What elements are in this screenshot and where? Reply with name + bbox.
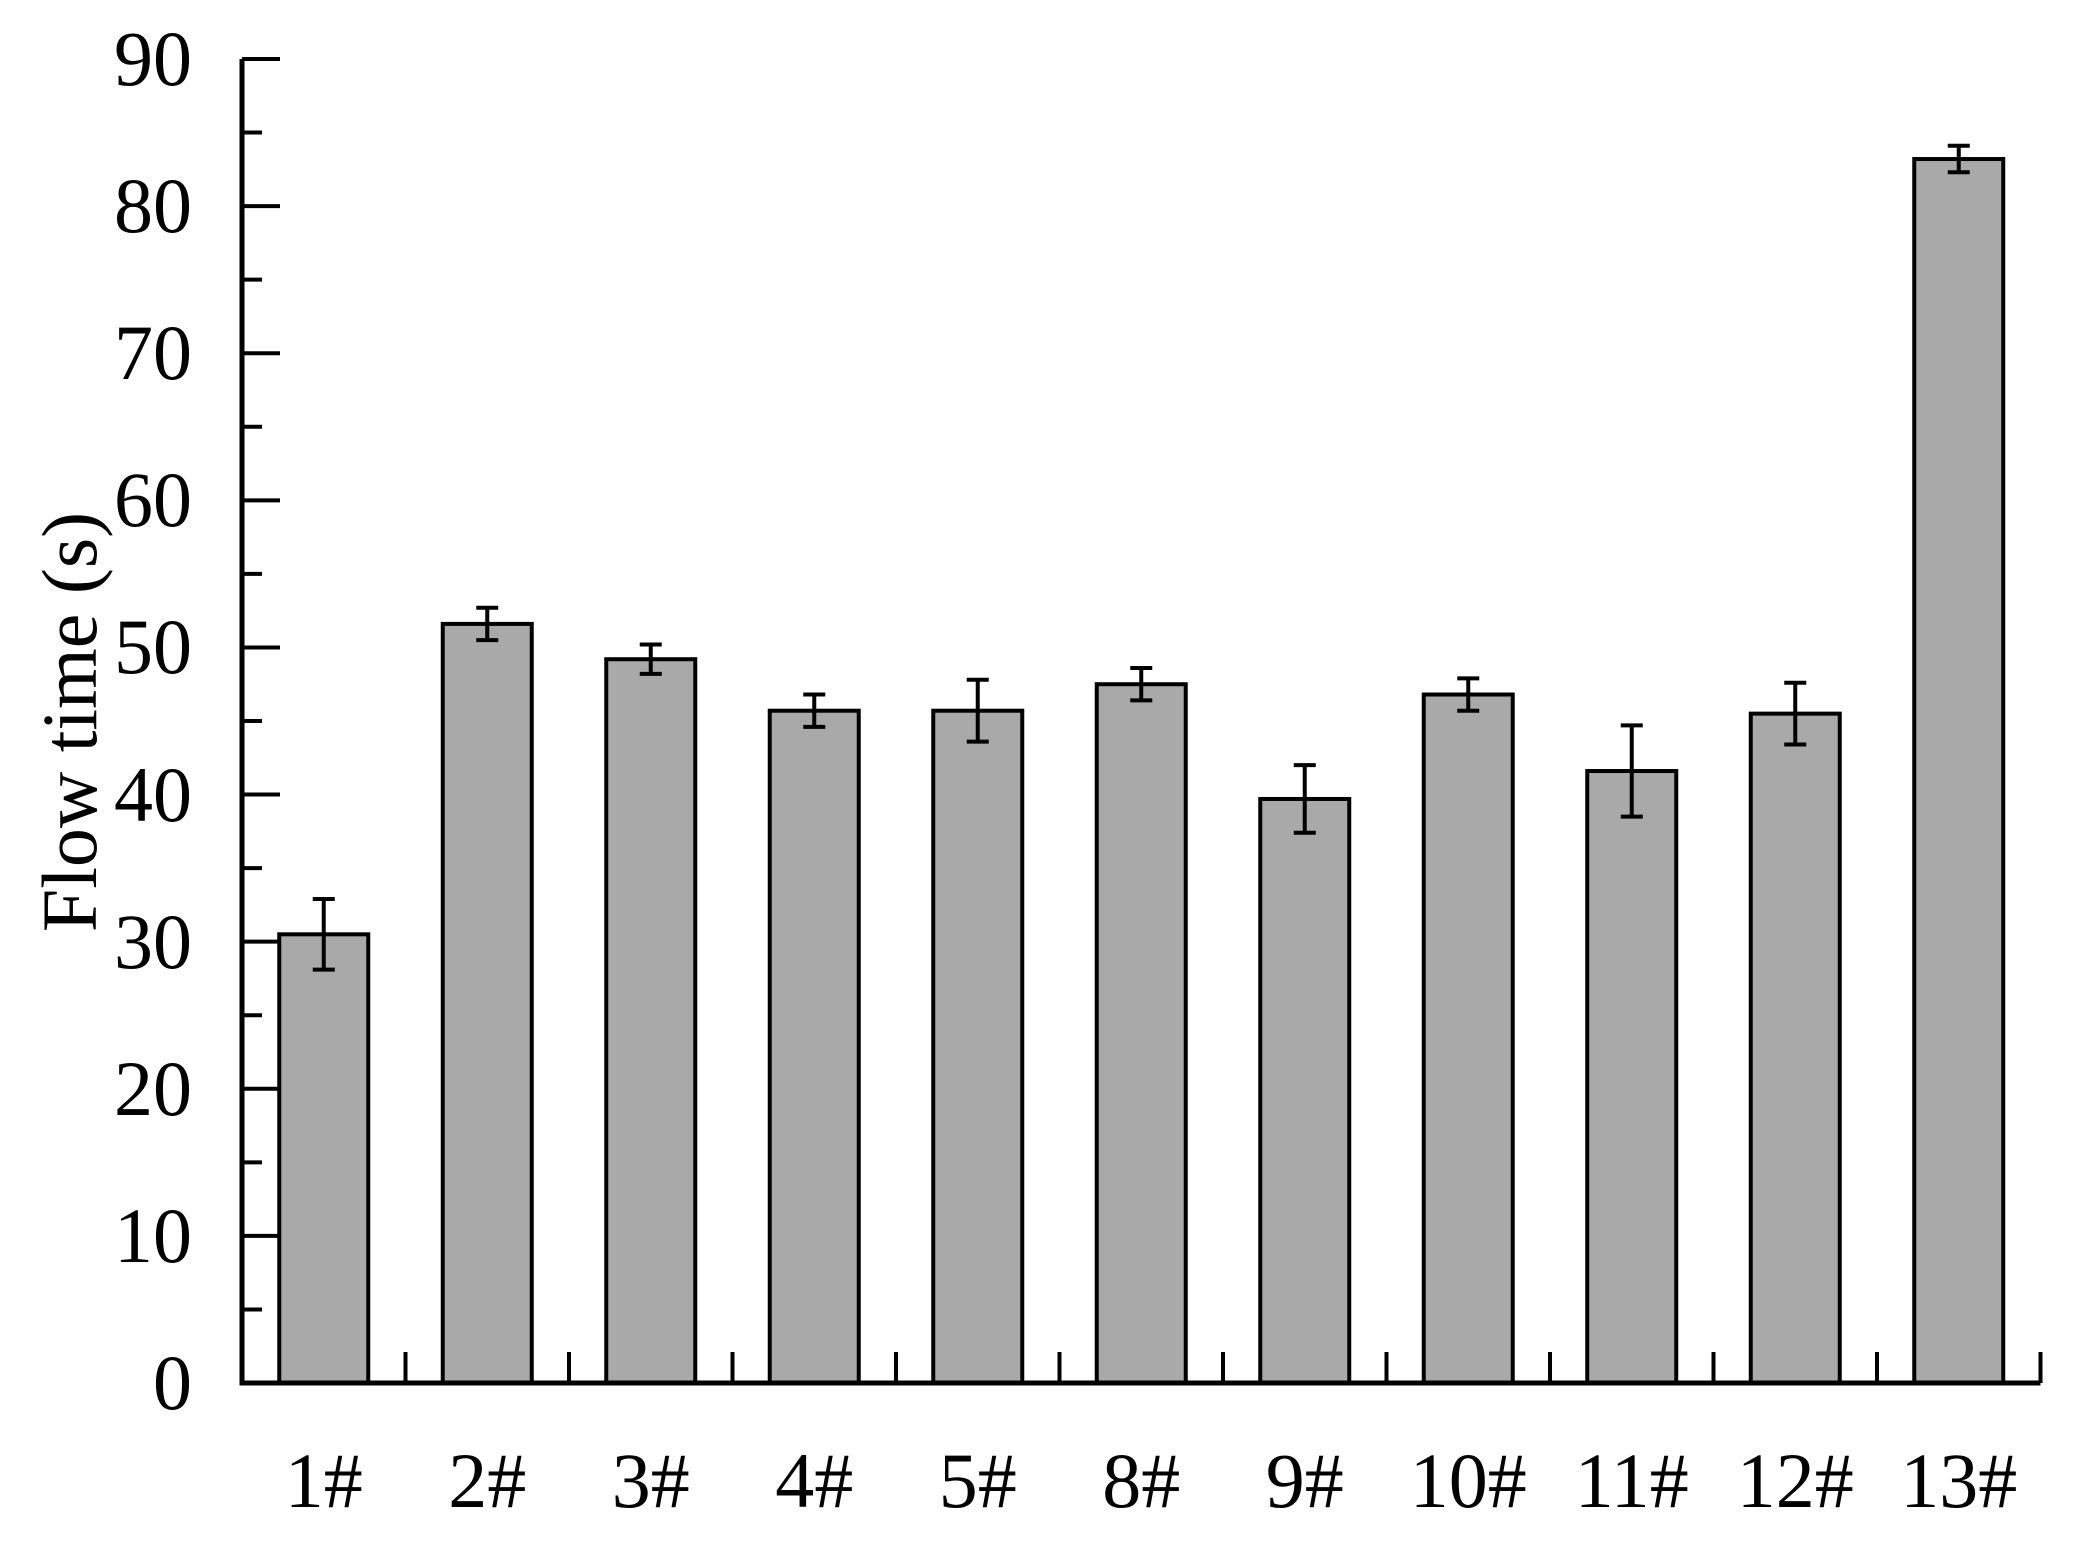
bar-9# bbox=[1258, 796, 1352, 1385]
y-tick-label-60: 60 bbox=[114, 456, 192, 544]
y-tick-label-30: 30 bbox=[114, 897, 192, 985]
x-category-label-9#: 9# bbox=[1265, 1437, 1344, 1524]
x-category-label-11#: 11# bbox=[1574, 1437, 1689, 1524]
y-tick-label-50: 50 bbox=[114, 603, 192, 691]
bar-2# bbox=[440, 621, 534, 1385]
bar-4# bbox=[767, 708, 861, 1385]
bar-11# bbox=[1585, 769, 1679, 1385]
x-category-label-10#: 10# bbox=[1409, 1437, 1527, 1524]
y-tick-label-0: 0 bbox=[153, 1339, 192, 1426]
y-tick-label-80: 80 bbox=[114, 162, 192, 250]
bar-12# bbox=[1748, 711, 1842, 1385]
bar-1# bbox=[277, 932, 371, 1385]
y-tick-label-40: 40 bbox=[114, 750, 192, 838]
y-tick-label-20: 20 bbox=[114, 1044, 192, 1132]
bar-5# bbox=[931, 708, 1025, 1385]
x-category-label-13#: 13# bbox=[1900, 1437, 2018, 1524]
x-category-label-4#: 4# bbox=[775, 1437, 854, 1524]
x-category-label-5#: 5# bbox=[938, 1437, 1017, 1524]
x-category-label-1#: 1# bbox=[284, 1437, 363, 1524]
bar-8# bbox=[1094, 682, 1188, 1385]
x-category-label-12#: 12# bbox=[1736, 1437, 1854, 1524]
y-tick-label-70: 70 bbox=[114, 309, 192, 397]
bar-13# bbox=[1912, 157, 2006, 1386]
bar-3# bbox=[604, 657, 698, 1385]
x-category-label-2#: 2# bbox=[448, 1437, 527, 1524]
x-category-label-8#: 8# bbox=[1102, 1437, 1181, 1524]
y-tick-label-10: 10 bbox=[114, 1191, 192, 1279]
x-category-label-3#: 3# bbox=[611, 1437, 690, 1524]
bar-10# bbox=[1421, 692, 1515, 1385]
y-tick-label-90: 90 bbox=[114, 15, 192, 102]
